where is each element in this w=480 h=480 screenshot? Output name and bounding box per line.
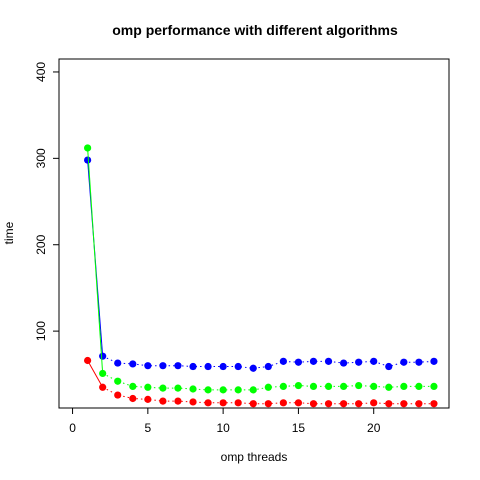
series-0-point-2: [114, 359, 121, 366]
chart-title: omp performance with different algorithm…: [112, 22, 398, 38]
series-0-point-20: [385, 363, 392, 370]
series-0-point-9: [220, 363, 227, 370]
series-0-point-7: [189, 363, 196, 370]
series-1-point-10: [235, 386, 242, 393]
series-2-point-12: [265, 400, 272, 407]
series-1-point-7: [189, 385, 196, 392]
series-1-point-14: [295, 382, 302, 389]
series-2-point-18: [355, 400, 362, 407]
x-tick-label-3: 15: [292, 421, 306, 435]
series-0-point-0: [84, 156, 91, 163]
series-1-point-18: [355, 382, 362, 389]
series-2-point-17: [340, 400, 347, 407]
y-tick-label-2: 300: [34, 148, 48, 168]
x-tick-label-1: 5: [144, 421, 151, 435]
series-0-point-18: [355, 359, 362, 366]
series-1-point-4: [144, 384, 151, 391]
series-2-point-3: [129, 395, 136, 402]
series-2-point-7: [189, 398, 196, 405]
series-1-point-19: [370, 383, 377, 390]
series-0-point-17: [340, 359, 347, 366]
x-tick-label-4: 20: [367, 421, 381, 435]
series-2-point-11: [250, 400, 257, 407]
series-1-point-9: [220, 386, 227, 393]
series-2-point-23: [430, 400, 437, 407]
axes: 0 5 10 15 20 100 200 300 400: [34, 62, 381, 435]
plot-frame: [59, 59, 449, 408]
series-2-point-16: [325, 400, 332, 407]
series-1-point-21: [400, 383, 407, 390]
series-0-point-5: [159, 362, 166, 369]
x-tick-label-0: 0: [69, 421, 76, 435]
series-2-point-2: [114, 391, 121, 398]
series-2-point-10: [235, 399, 242, 406]
series-layer: [84, 144, 438, 407]
series-1-point-3: [129, 383, 136, 390]
y-tick-label-0: 100: [34, 321, 48, 341]
series-0: [84, 156, 438, 371]
series-2-point-21: [400, 400, 407, 407]
series-1-point-1: [99, 370, 106, 377]
series-0-point-23: [430, 358, 437, 365]
series-1-point-23: [430, 383, 437, 390]
y-axis-label: time: [2, 221, 16, 244]
series-2-point-9: [220, 399, 227, 406]
series-1-point-2: [114, 378, 121, 385]
x-axis-label: omp threads: [221, 450, 288, 464]
series-1-point-13: [280, 383, 287, 390]
series-2-point-4: [144, 396, 151, 403]
series-2-point-8: [204, 399, 211, 406]
series-0-point-8: [204, 363, 211, 370]
y-tick-label-1: 200: [34, 234, 48, 254]
series-0-point-12: [265, 363, 272, 370]
y-tick-label-3: 400: [34, 62, 48, 82]
series-1: [84, 144, 438, 393]
series-1-point-0: [84, 144, 91, 151]
series-1-point-5: [159, 385, 166, 392]
series-1-point-22: [415, 383, 422, 390]
series-2: [84, 357, 438, 407]
series-2-point-14: [295, 399, 302, 406]
series-2-point-20: [385, 400, 392, 407]
series-1-point-8: [204, 386, 211, 393]
series-2-point-6: [174, 397, 181, 404]
series-0-point-11: [250, 365, 257, 372]
series-2-point-1: [99, 384, 106, 391]
series-0-point-21: [400, 359, 407, 366]
series-0-point-13: [280, 358, 287, 365]
series-1-point-6: [174, 385, 181, 392]
series-0-point-10: [235, 363, 242, 370]
series-2-point-19: [370, 399, 377, 406]
series-1-point-15: [310, 383, 317, 390]
series-1-point-11: [250, 386, 257, 393]
series-1-point-12: [265, 384, 272, 391]
series-0-point-3: [129, 360, 136, 367]
series-1-first-segment: [88, 148, 103, 373]
series-2-point-5: [159, 397, 166, 404]
series-0-point-4: [144, 362, 151, 369]
series-1-point-17: [340, 383, 347, 390]
x-tick-label-2: 10: [216, 421, 230, 435]
series-0-point-6: [174, 362, 181, 369]
series-2-point-13: [280, 399, 287, 406]
series-0-point-15: [310, 358, 317, 365]
series-0-point-22: [415, 359, 422, 366]
series-1-point-20: [385, 384, 392, 391]
series-0-point-1: [99, 353, 106, 360]
series-0-point-19: [370, 358, 377, 365]
series-2-point-22: [415, 400, 422, 407]
series-0-point-16: [325, 358, 332, 365]
series-2-point-15: [310, 400, 317, 407]
series-1-point-16: [325, 383, 332, 390]
series-0-point-14: [295, 359, 302, 366]
series-2-point-0: [84, 357, 91, 364]
